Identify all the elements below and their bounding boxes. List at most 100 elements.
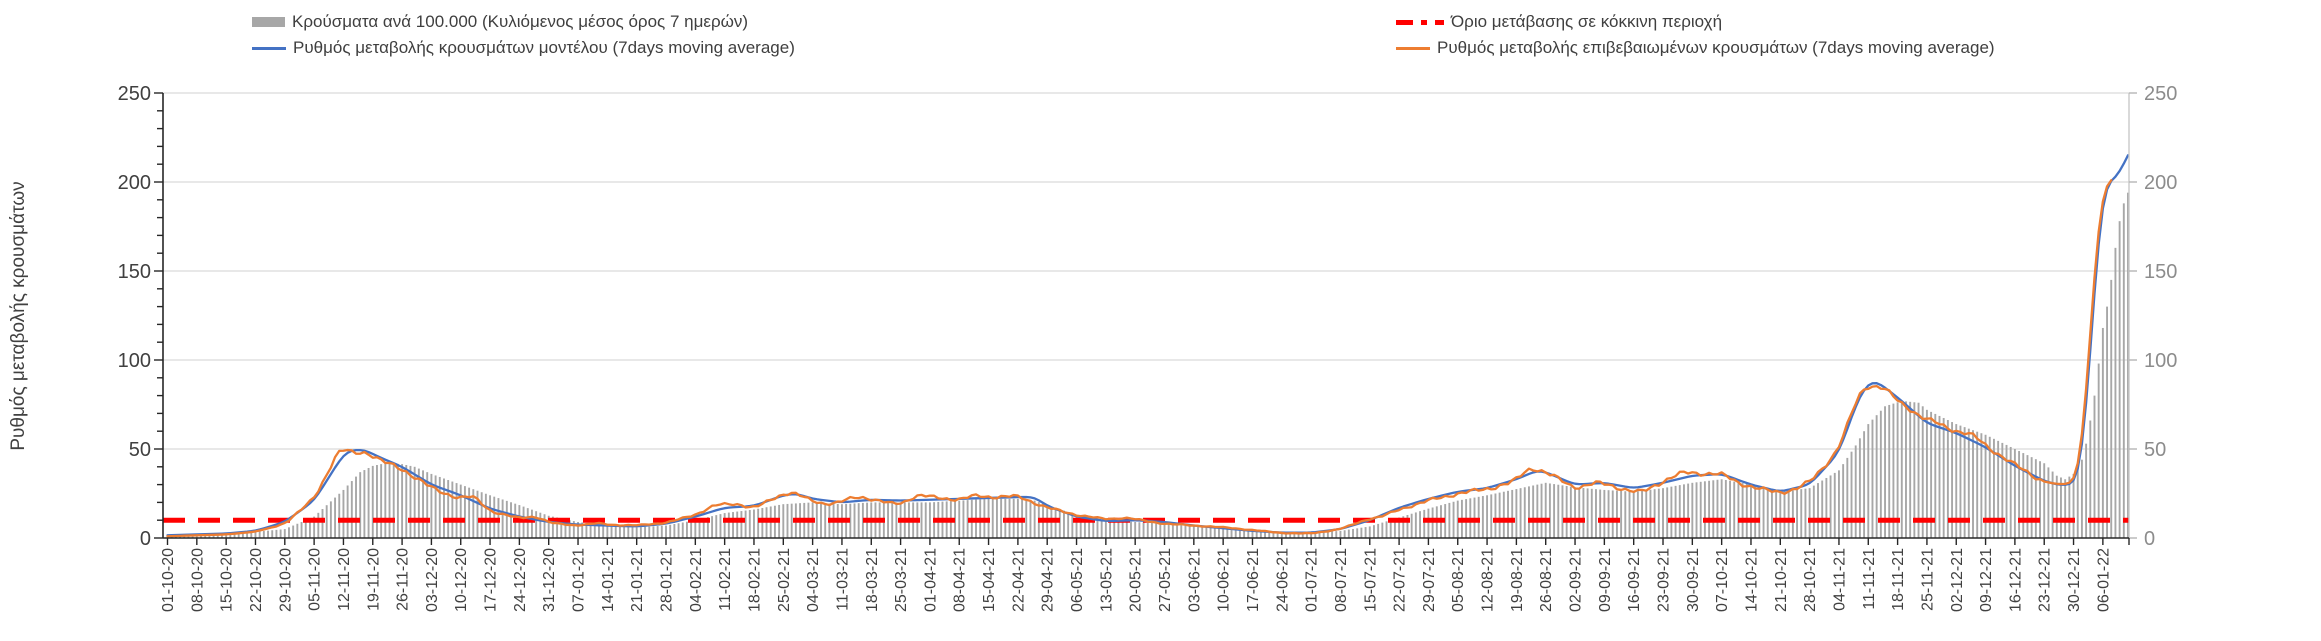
x-tick-label: 09-12-21	[1978, 548, 1995, 612]
x-tick-label: 18-03-21	[864, 548, 881, 612]
x-tick-label: 02-12-21	[1949, 548, 1966, 612]
x-tick-label: 12-11-20	[336, 548, 353, 611]
svg-text:150: 150	[2144, 261, 2177, 283]
x-tick-label: 10-06-21	[1216, 548, 1233, 612]
x-tick-label: 01-04-21	[922, 548, 939, 612]
x-tick-label: 21-10-21	[1773, 548, 1790, 612]
svg-text:100: 100	[2144, 350, 2177, 372]
x-tick-label: 14-01-21	[600, 548, 617, 612]
x-tick-label: 21-01-21	[629, 548, 646, 612]
orange-line-swatch-icon	[1396, 47, 1430, 50]
x-tick-label: 18-02-21	[746, 548, 763, 612]
x-tick-label: 12-08-21	[1480, 548, 1497, 612]
x-tick-label: 08-07-21	[1333, 548, 1350, 612]
legend-label-model-line: Ρυθμός μεταβολής κρουσμάτων μοντέλου (7d…	[293, 38, 795, 57]
x-tick-label: 03-06-21	[1186, 548, 1203, 612]
x-tick-label: 08-04-21	[952, 548, 969, 612]
x-tick-label: 11-11-21	[1861, 548, 1878, 610]
y-axis-left: 0 50 100 150 200 250	[118, 83, 164, 550]
legend-item-model-line: Ρυθμός μεταβολής κρουσμάτων μοντέλου (7d…	[252, 38, 795, 58]
x-tick-label: 15-04-21	[981, 548, 998, 612]
x-tick-label: 10-12-20	[453, 548, 470, 612]
x-tick-label: 04-11-21	[1831, 548, 1848, 611]
x-tick-label: 13-05-21	[1098, 548, 1115, 612]
bar-swatch-icon	[252, 17, 285, 27]
x-tick-label: 25-11-21	[1919, 548, 1936, 611]
legend-label-cases-bars: Κρούσματα ανά 100.000 (Κυλιόμενος μέσος …	[292, 12, 749, 31]
svg-text:100: 100	[118, 350, 151, 372]
y-axis-title: Ρυθμός μεταβολής κρουσμάτων	[8, 181, 29, 450]
x-tick-label: 29-04-21	[1040, 548, 1057, 612]
x-tick-label: 16-09-21	[1626, 548, 1643, 612]
x-tick-label: 09-09-21	[1597, 548, 1614, 612]
x-tick-label: 02-09-21	[1568, 548, 1585, 612]
legend-item-threshold: Όριο μετάβασης σε κόκκινη περιοχή	[1396, 12, 1722, 32]
x-tick-label: 24-12-20	[512, 548, 529, 612]
x-tick-label: 25-03-21	[893, 548, 910, 612]
blue-line-swatch-icon	[252, 47, 286, 50]
x-tick-label: 06-01-22	[2095, 548, 2112, 612]
x-tick-label: 15-10-20	[219, 548, 236, 612]
legend-item-cases-bars: Κρούσματα ανά 100.000 (Κυλιόμενος μέσος …	[252, 12, 748, 32]
x-tick-label: 08-10-20	[189, 548, 206, 612]
x-tick-label: 04-02-21	[688, 548, 705, 612]
red-dash-swatch-icon	[1396, 19, 1444, 25]
x-tick-label: 22-07-21	[1392, 548, 1409, 612]
x-tick-label: 24-06-21	[1274, 548, 1291, 612]
x-tick-label: 23-09-21	[1656, 548, 1673, 612]
svg-text:250: 250	[118, 83, 151, 105]
x-tick-label: 26-08-21	[1538, 548, 1555, 612]
svg-text:200: 200	[118, 172, 151, 194]
bars-series	[166, 192, 2129, 539]
x-tick-label: 17-06-21	[1245, 548, 1262, 612]
x-tick-label: 04-03-21	[805, 548, 822, 612]
x-tick-label: 07-01-21	[571, 548, 588, 612]
x-tick-label: 19-11-20	[365, 548, 382, 611]
x-axis: 01-10-20 08-10-20 15-10-20 22-10-20 29-10-20…	[160, 537, 2130, 612]
svg-text:0: 0	[140, 528, 151, 550]
x-tick-label: 27-05-21	[1157, 548, 1174, 612]
x-tick-label: 29-07-21	[1421, 548, 1438, 612]
x-tick-label: 19-08-21	[1509, 548, 1526, 612]
y-axis-right: 0 50 100 150 200 250	[2128, 83, 2177, 550]
x-tick-label: 11-02-21	[717, 548, 734, 611]
x-tick-label: 01-10-20	[160, 548, 177, 612]
x-tick-label: 30-09-21	[1685, 548, 1702, 612]
legend-item-confirmed-line: Ρυθμός μεταβολής επιβεβαιωμένων κρουσμάτ…	[1396, 38, 1995, 58]
gridlines	[163, 92, 2129, 450]
svg-text:50: 50	[129, 439, 151, 461]
x-tick-label: 17-12-20	[483, 548, 500, 612]
x-tick-label: 31-12-20	[541, 548, 558, 612]
svg-text:200: 200	[2144, 172, 2177, 194]
x-tick-label: 29-10-20	[277, 548, 294, 612]
svg-text:250: 250	[2144, 83, 2177, 105]
x-tick-label: 07-10-21	[1714, 548, 1731, 612]
legend-label-confirmed-line: Ρυθμός μεταβολής επιβεβαιωμένων κρουσμάτ…	[1437, 38, 1995, 57]
x-tick-label: 23-12-21	[2037, 548, 2054, 612]
x-tick-label: 14-10-21	[1743, 548, 1760, 612]
x-tick-label: 26-11-20	[395, 548, 412, 611]
x-tick-label: 05-11-20	[307, 548, 324, 611]
x-tick-label: 06-05-21	[1069, 548, 1086, 612]
confirmed-line	[166, 179, 2113, 538]
svg-text:150: 150	[118, 261, 151, 283]
x-tick-label: 03-12-20	[424, 548, 441, 612]
x-tick-label: 20-05-21	[1128, 548, 1145, 612]
x-tick-label: 11-03-21	[834, 548, 851, 611]
svg-text:50: 50	[2144, 439, 2166, 461]
x-tick-label: 01-07-21	[1304, 548, 1321, 612]
x-tick-label: 22-04-21	[1010, 548, 1027, 612]
x-tick-label: 30-12-21	[2066, 548, 2083, 612]
x-tick-label: 05-08-21	[1450, 548, 1467, 612]
legend-label-threshold: Όριο μετάβασης σε κόκκινη περιοχή	[1451, 12, 1723, 31]
x-tick-label: 22-10-20	[248, 548, 265, 612]
x-tick-label: 25-02-21	[776, 548, 793, 612]
x-tick-label: 18-11-21	[1890, 548, 1907, 611]
svg-text:0: 0	[2144, 528, 2155, 550]
x-tick-label: 15-07-21	[1362, 548, 1379, 612]
x-tick-label: 16-12-21	[2007, 548, 2024, 612]
x-tick-label: 28-10-21	[1802, 548, 1819, 612]
